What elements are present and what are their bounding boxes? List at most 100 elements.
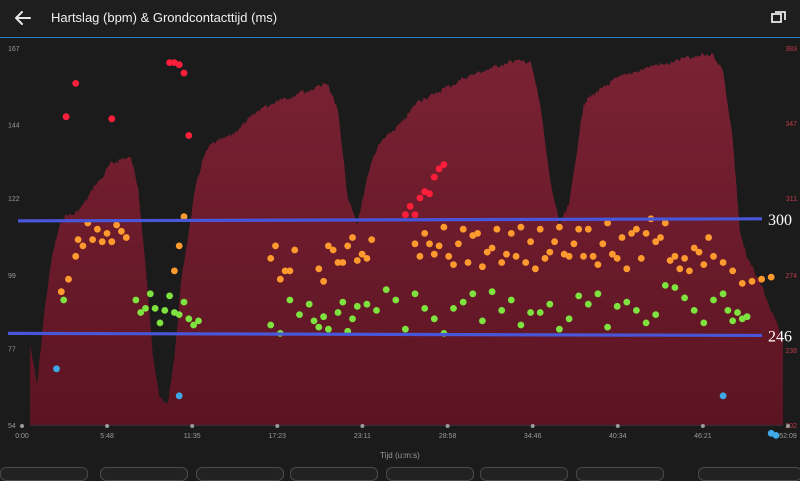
gct-orange-point [609,250,616,258]
gct-orange-point [690,244,698,252]
gct-orange-point [604,219,611,227]
gct-green-point [190,321,198,329]
gct-orange-point [464,259,472,266]
gct-green-point [161,307,169,314]
gct-orange-point [522,259,530,266]
bottom-tab[interactable] [386,467,474,481]
gct-orange-point [320,277,327,285]
right-axis-tick-label: 311 [786,196,797,203]
gct-orange-point [758,275,765,283]
gct-red-point [62,113,70,121]
gct-green-point [498,307,506,314]
gct-green-point [363,300,371,308]
gct-orange-point [344,242,352,250]
gct-orange-point [416,252,424,260]
gct-green-point [166,292,174,300]
arrow-left-icon[interactable] [12,7,34,29]
gct-green-point [325,325,332,333]
gct-orange-point [657,234,664,241]
gct-orange-point [503,250,510,258]
gct-green-point [469,290,477,298]
gct-green-point [488,288,496,296]
gct-green-point [286,296,294,304]
gct-green-point [142,305,149,312]
gct-orange-point [710,252,717,260]
gct-orange-point [700,261,708,268]
x-axis-tick-dot [530,424,535,428]
gct-green-point [137,309,145,316]
gct-orange-point [681,255,688,262]
gct-orange-point [339,259,347,266]
gct-orange-point [628,230,635,237]
gct-orange-point [767,273,775,281]
x-axis-tick-label: 46:21 [694,433,712,440]
x-axis-tick-label: 40:34 [609,433,627,440]
gct-orange-point [618,234,626,241]
gct-red-point [416,194,424,202]
bottom-tab[interactable] [196,467,284,481]
gct-orange-point [686,267,693,275]
gct-green-point [556,325,563,333]
gct-orange-point [122,234,130,241]
gct-red-point [426,190,433,198]
gct-green-point [527,309,534,316]
gct-green-point [180,298,188,306]
gct-red-point [185,132,193,139]
chart: 300 246 54 77 99 122 144 167 202 238 274 311 347 383 0… [7,46,797,460]
gct-orange-point [532,265,539,273]
bottom-tab[interactable] [576,467,664,481]
gct-orange-point [613,255,621,262]
gct-orange-point [584,225,592,233]
gct-orange-point [556,223,563,231]
bottom-tab[interactable] [480,467,568,481]
x-axis-tick-label: 28:58 [439,433,457,440]
gct-orange-point [666,257,674,264]
gct-green-point [719,290,727,298]
x-axis-tick-dot [700,424,705,428]
gct-green-point [305,300,313,308]
gct-green-point [642,319,650,327]
gct-green-point [156,319,164,327]
gct-orange-point [113,221,120,229]
gct-orange-point [57,288,65,296]
x-axis-tick-label: 23:11 [354,433,371,440]
gct-red-point [108,115,116,123]
right-axis-tick-label: 238 [785,348,797,355]
gct-orange-point [580,252,587,260]
gct-orange-point [493,225,501,233]
gct-orange-point [633,225,640,233]
gct-green-point [392,296,400,304]
gct-green-point [373,307,380,314]
gct-orange-point [479,263,486,271]
bottom-tab[interactable] [0,467,88,481]
heart-rate-area [30,52,783,425]
left-axis-tick-label: 122 [8,196,20,203]
gct-green-point [175,311,183,318]
page-title: Hartslag (bpm) & Grondcontacttijd (ms) [51,10,278,25]
gct-orange-point [315,265,323,273]
gct-orange-point [65,275,72,283]
gct-green-point [507,296,515,304]
fullscreen-icon[interactable] [770,9,788,27]
gct-orange-point [286,267,294,275]
bottom-tab[interactable] [290,467,378,481]
gct-green-point [450,305,457,312]
app-bar: Hartslag (bpm) & Grondcontacttijd (ms) [0,0,800,38]
gct-orange-point [180,213,188,221]
gct-orange-point [368,236,376,244]
gct-red-point [435,165,443,173]
gct-green-point [349,315,356,323]
gct-green-point [402,325,409,333]
gct-red-point [72,80,80,87]
gct-green-point [60,296,68,304]
gct-orange-point [430,250,438,258]
bottom-tab[interactable] [698,467,800,481]
gct-green-point [565,315,573,323]
gct-orange-point [435,242,443,250]
gct-orange-point [72,252,80,260]
left-axis-tick-label: 167 [8,46,20,53]
gct-orange-point [551,238,558,246]
gct-orange-point [483,248,491,256]
bottom-tab[interactable] [100,467,188,481]
gct-orange-point [426,240,433,248]
